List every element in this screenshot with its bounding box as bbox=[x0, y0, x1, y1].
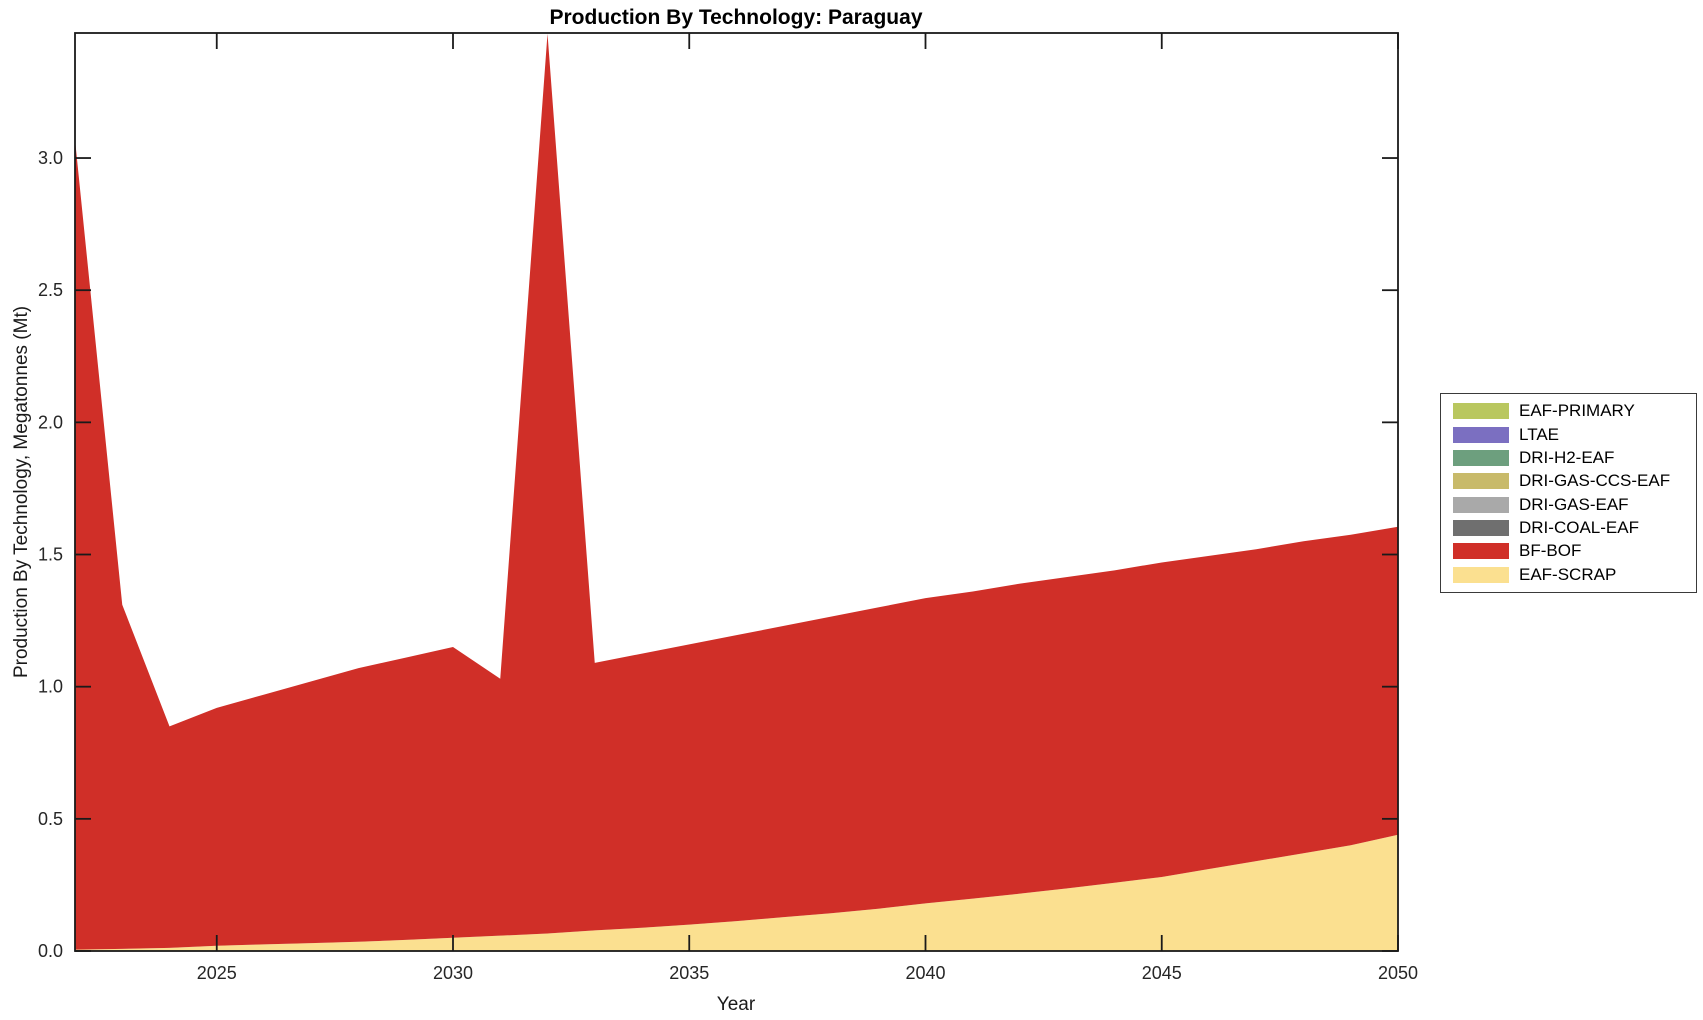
y-tick-label: 2.5 bbox=[38, 280, 63, 300]
legend-row-ltae: LTAE bbox=[1441, 425, 1696, 445]
legend-label-dri-gas-ccs-eaf: DRI-GAS-CCS-EAF bbox=[1519, 471, 1671, 491]
x-tick-label: 2050 bbox=[1378, 963, 1418, 983]
legend-label-dri-h2-eaf: DRI-H2-EAF bbox=[1519, 447, 1615, 467]
y-axis-label: Production By Technology, Megatonnes (Mt… bbox=[11, 305, 32, 679]
legend-swatch-bf-bof bbox=[1453, 543, 1509, 560]
legend-swatch-dri-h2-eaf bbox=[1453, 449, 1509, 466]
legend-row-dri-coal-eaf: DRI-COAL-EAF bbox=[1441, 518, 1696, 538]
legend-label-dri-gas-eaf: DRI-GAS-EAF bbox=[1519, 494, 1629, 514]
y-tick-label: 3.0 bbox=[38, 148, 63, 168]
x-tick-label: 2035 bbox=[669, 963, 709, 983]
legend-row-dri-h2-eaf: DRI-H2-EAF bbox=[1441, 448, 1696, 468]
chart-title: Production By Technology: Paraguay bbox=[549, 6, 923, 29]
x-tick-label: 2045 bbox=[1142, 963, 1182, 983]
legend: EAF-PRIMARY LTAE DRI-H2-EAF DRI-GAS-CCS-EAF… bbox=[1440, 393, 1697, 593]
legend-swatch-dri-coal-eaf bbox=[1453, 519, 1509, 536]
y-tick-label: 1.5 bbox=[38, 545, 63, 565]
legend-label-ltae: LTAE bbox=[1519, 424, 1559, 444]
y-tick-label: 0.0 bbox=[38, 941, 63, 961]
legend-swatch-eaf-primary bbox=[1453, 403, 1509, 420]
y-tick-label: 2.0 bbox=[38, 412, 63, 432]
y-tick-label: 0.5 bbox=[38, 809, 63, 829]
y-tick-label: 1.0 bbox=[38, 677, 63, 697]
legend-row-eaf-scrap: EAF-SCRAP bbox=[1441, 565, 1696, 585]
legend-row-dri-gas-ccs-eaf: DRI-GAS-CCS-EAF bbox=[1441, 471, 1696, 491]
x-tick-label: 2025 bbox=[197, 963, 237, 983]
x-tick-label: 2030 bbox=[433, 963, 473, 983]
legend-swatch-dri-gas-eaf bbox=[1453, 496, 1509, 513]
legend-label-eaf-primary: EAF-PRIMARY bbox=[1519, 401, 1635, 421]
legend-swatch-dri-gas-ccs-eaf bbox=[1453, 473, 1509, 490]
legend-row-bf-bof: BF-BOF bbox=[1441, 541, 1696, 561]
legend-swatch-ltae bbox=[1453, 426, 1509, 443]
legend-row-eaf-primary: EAF-PRIMARY bbox=[1441, 401, 1696, 421]
legend-row-dri-gas-eaf: DRI-GAS-EAF bbox=[1441, 495, 1696, 515]
axes-border bbox=[74, 32, 1399, 952]
legend-label-eaf-scrap: EAF-SCRAP bbox=[1519, 564, 1617, 584]
area-series-eaf-scrap bbox=[75, 834, 1398, 951]
area-series-bf-bof bbox=[75, 33, 1398, 950]
x-axis-label: Year bbox=[716, 994, 756, 1015]
legend-label-dri-coal-eaf: DRI-COAL-EAF bbox=[1519, 517, 1639, 537]
legend-label-bf-bof: BF-BOF bbox=[1519, 541, 1582, 561]
legend-swatch-eaf-scrap bbox=[1453, 566, 1509, 583]
x-tick-label: 2040 bbox=[905, 963, 945, 983]
